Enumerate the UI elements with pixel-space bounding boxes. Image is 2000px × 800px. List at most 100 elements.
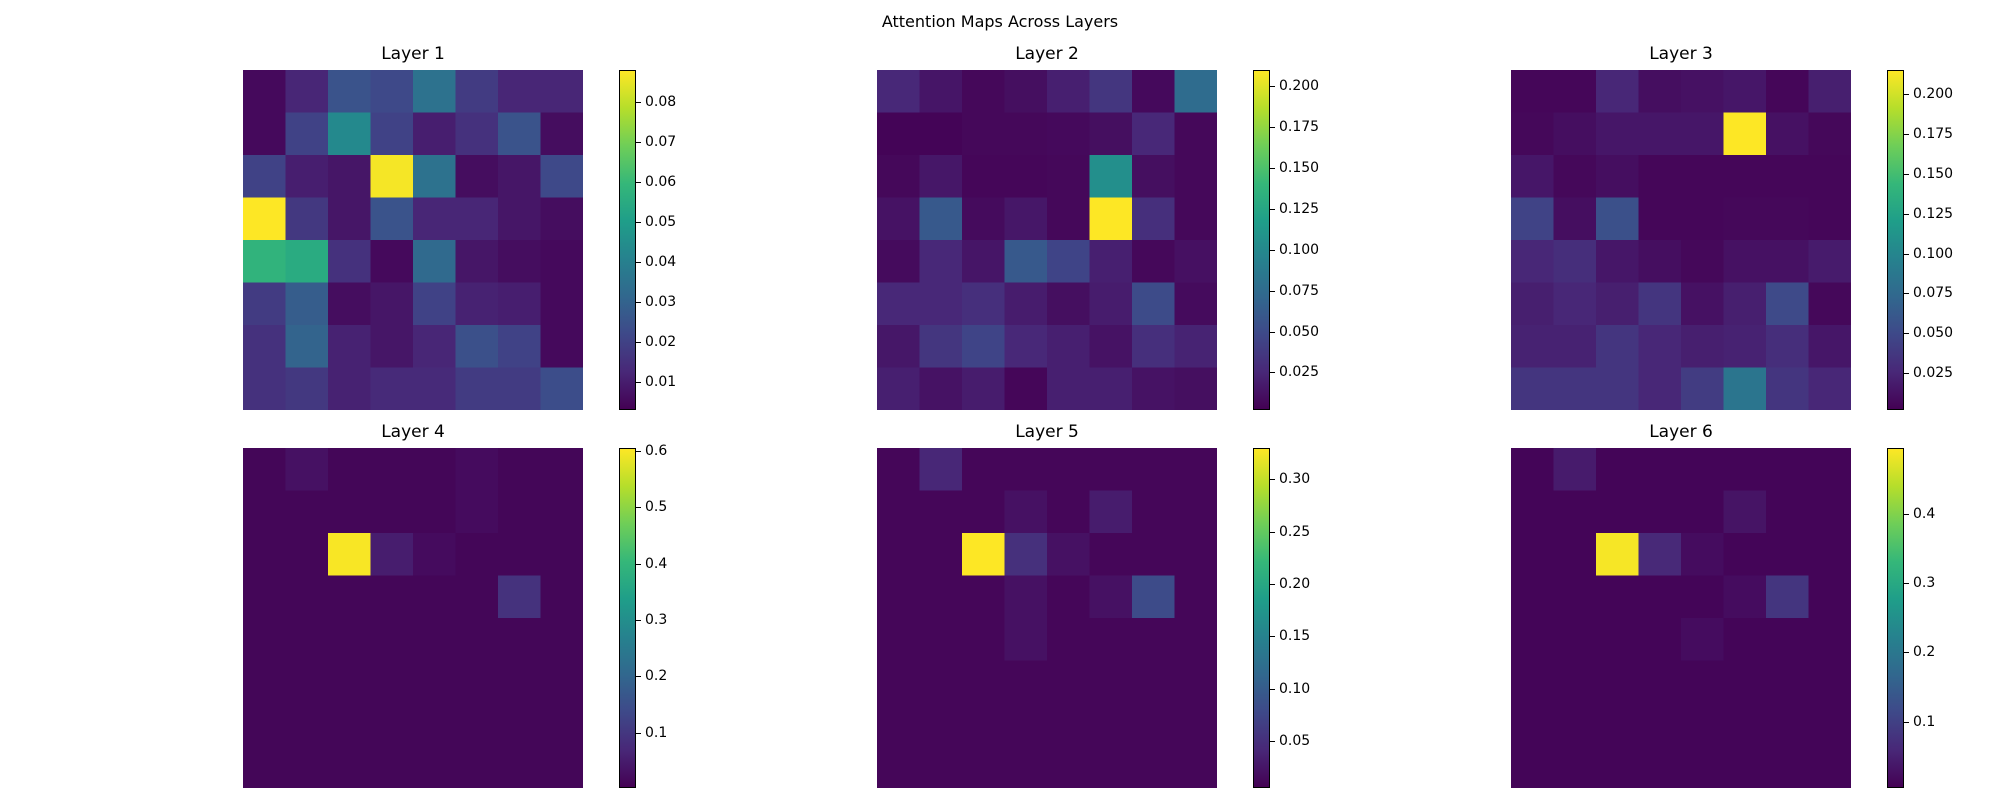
heatmap-cell [1766, 325, 1810, 369]
heatmap-cell [1174, 197, 1217, 241]
heatmap-cell [498, 745, 542, 788]
heatmap-cell [1553, 367, 1597, 410]
heatmap-cell [1766, 282, 1810, 326]
heatmap [1511, 70, 1851, 410]
heatmap-cell [1808, 448, 1851, 492]
heatmap-cell [243, 112, 287, 156]
heatmap-cell [413, 703, 457, 747]
heatmap-cell [877, 490, 921, 534]
colorbar-tick-label: 0.6 [645, 442, 668, 459]
heatmap-cell [370, 618, 414, 662]
heatmap-cell [1132, 575, 1176, 619]
heatmap-cell [455, 325, 499, 369]
heatmap-cell [455, 155, 499, 199]
heatmap-cell [1174, 575, 1217, 619]
heatmap-cell [1638, 618, 1682, 662]
heatmap-cell [285, 490, 329, 534]
colorbar-tick-mark [1270, 249, 1275, 251]
heatmap-cell [1681, 367, 1725, 410]
heatmap-cell [370, 282, 414, 326]
heatmap-cell [1047, 490, 1091, 534]
heatmap-cell [455, 240, 499, 284]
heatmap-cell [243, 618, 287, 662]
heatmap-cell [1132, 490, 1176, 534]
heatmap-cell [370, 367, 414, 410]
colorbar-tick-mark [636, 102, 641, 103]
heatmap-cell [1089, 282, 1133, 326]
heatmap-cell [370, 490, 414, 534]
heatmap-cell [540, 575, 583, 619]
heatmap-cell [413, 325, 457, 369]
colorbar-tick-mark [636, 302, 641, 303]
heatmap-cell [370, 155, 414, 199]
heatmap-cell [540, 325, 583, 369]
heatmap-cell [1808, 70, 1851, 114]
colorbar [619, 448, 636, 788]
colorbar-tick-label: 0.150 [1913, 165, 1954, 182]
colorbar-tick-label: 0.10 [1279, 680, 1311, 697]
heatmap-cell [370, 660, 414, 704]
heatmap-cell [1553, 112, 1597, 156]
heatmap-cell [328, 618, 372, 662]
colorbar-tick-label: 0.175 [1913, 125, 1954, 142]
heatmap-cell [1596, 282, 1640, 326]
heatmap-cell [498, 490, 542, 534]
heatmap-cell [919, 575, 963, 619]
colorbar-ticks: 0.025 0.050 0.075 0.100 0.125 0.150 0.175 0.200 [1904, 70, 1994, 410]
colorbar-tick-mark [1270, 208, 1275, 210]
colorbar [1887, 448, 1904, 788]
heatmap-cell [1638, 325, 1682, 369]
heatmap-cell [1766, 745, 1810, 788]
heatmap-cell [877, 70, 921, 114]
colorbar-tick-label: 0.025 [1279, 364, 1320, 381]
heatmap-cell [919, 490, 963, 534]
heatmap-cell [285, 703, 329, 747]
heatmap-cell [413, 367, 457, 410]
colorbar-tick-label: 0.3 [1913, 575, 1936, 592]
heatmap-cell [1047, 112, 1091, 156]
heatmap-cell [328, 155, 372, 199]
colorbar-tick-mark [1270, 584, 1275, 585]
colorbar-tick-label: 0.08 [645, 94, 677, 110]
colorbar-ticks: 0.025 0.050 0.075 0.100 0.125 0.150 0.175 0.200 [1270, 70, 1360, 410]
colorbar-ticks: 0.1 0.2 0.3 0.4 [1904, 448, 1994, 788]
colorbar-tick-mark [636, 262, 641, 263]
heatmap-cell [498, 325, 542, 369]
colorbar-tick-mark [636, 676, 641, 678]
heatmap-cell [1132, 367, 1176, 410]
heatmap-cell [243, 448, 287, 492]
heatmap-cell [285, 240, 329, 284]
colorbar [1887, 70, 1904, 410]
heatmap-cell [1047, 533, 1091, 577]
heatmap-cell [498, 533, 542, 577]
colorbar-tick-mark [1904, 133, 1909, 135]
colorbar-tick-label: 0.04 [645, 254, 677, 270]
heatmap-cell [1723, 325, 1767, 369]
heatmap-cell [1723, 155, 1767, 199]
colorbar-tick-mark [636, 732, 641, 734]
colorbar-tick-label: 0.3 [645, 611, 668, 628]
heatmap-cell [1047, 325, 1091, 369]
heatmap-cell [455, 367, 499, 410]
heatmap-cell [1766, 618, 1810, 662]
heatmap-cell [413, 660, 457, 704]
heatmap-cell [540, 618, 583, 662]
heatmap-cell [413, 240, 457, 284]
heatmap-cell [285, 325, 329, 369]
heatmap-cell [919, 745, 963, 788]
heatmap-cell [1596, 745, 1640, 788]
heatmap [1511, 448, 1851, 788]
heatmap-cell [877, 367, 921, 410]
heatmap-cell [1132, 703, 1176, 747]
heatmap-cell [1723, 660, 1767, 704]
heatmap-cell [1132, 533, 1176, 577]
heatmap-cell [1681, 745, 1725, 788]
heatmap-cell [1511, 745, 1555, 788]
heatmap-cell [1681, 240, 1725, 284]
heatmap-cell [370, 70, 414, 114]
heatmap-cell [1004, 490, 1048, 534]
colorbar-tick-mark [1270, 479, 1275, 481]
heatmap-cell [285, 155, 329, 199]
colorbar-ticks: 0.1 0.2 0.3 0.4 0.5 0.6 [636, 443, 726, 788]
colorbar-tick-mark [1904, 583, 1909, 585]
